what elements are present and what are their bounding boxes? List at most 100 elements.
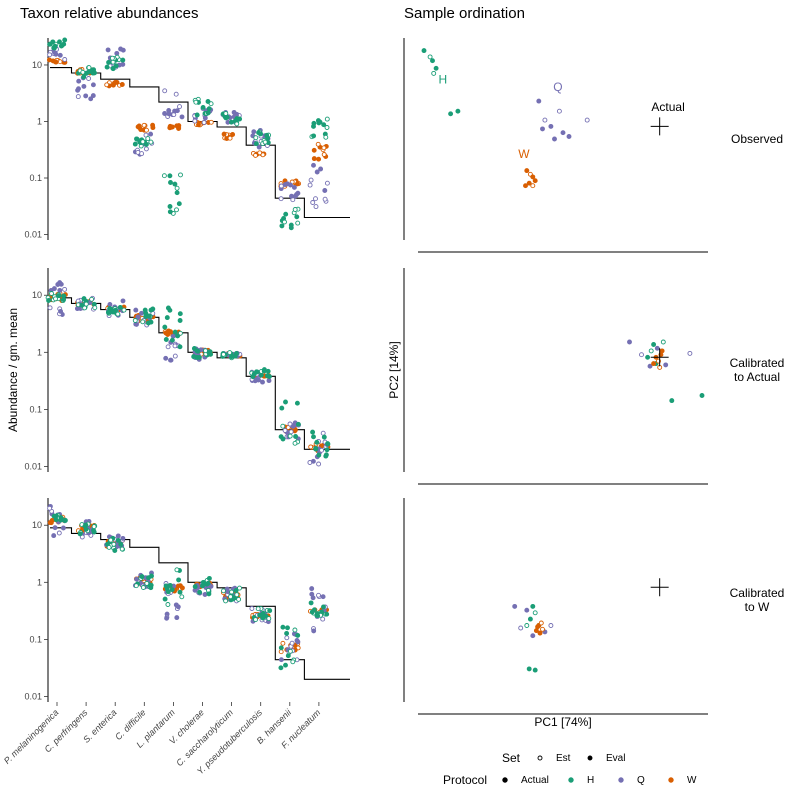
point-Q <box>316 461 322 467</box>
point-H <box>260 610 266 616</box>
point-H <box>323 134 329 140</box>
point-H <box>104 64 110 70</box>
point-W <box>321 145 327 151</box>
ordination-point-H <box>669 398 675 404</box>
point-Q <box>170 333 176 339</box>
point-H <box>321 434 327 440</box>
ordination-label-Actual: Actual <box>651 100 684 114</box>
point-H <box>107 306 113 311</box>
point-Q <box>47 305 53 311</box>
point-H <box>294 214 300 220</box>
y-tick-label: 0.01 <box>24 230 42 240</box>
point-Q <box>75 87 81 93</box>
point-H <box>174 190 180 196</box>
point-H <box>292 627 298 633</box>
point-H <box>177 318 183 323</box>
point-H <box>106 544 112 550</box>
ordination-label-Q: Q <box>553 80 562 94</box>
point-H <box>266 374 272 379</box>
point-H <box>234 121 240 127</box>
ordination-x-label: PC1 [74%] <box>534 715 591 729</box>
point-H <box>142 307 148 313</box>
point-H <box>278 665 284 671</box>
actual-step-line <box>50 297 350 450</box>
y-tick-label: 10 <box>32 290 42 300</box>
point-H <box>315 613 321 619</box>
point-Q <box>168 357 174 363</box>
point-W <box>221 131 227 137</box>
ordination-point-W <box>532 178 538 184</box>
point-Q <box>86 76 92 81</box>
point-Q <box>134 576 140 582</box>
point-H <box>206 591 212 597</box>
point-Q <box>256 144 262 150</box>
point-H <box>324 447 330 453</box>
point-W <box>278 649 284 655</box>
point-W <box>311 147 317 153</box>
point-H <box>313 446 319 452</box>
point-H <box>265 135 271 141</box>
point-Q <box>318 166 324 172</box>
ordination-point-H <box>532 610 538 616</box>
point-H <box>140 319 146 325</box>
ordination-point-H <box>433 65 439 71</box>
point-Q <box>202 115 208 121</box>
point-H <box>118 541 124 547</box>
point-H <box>106 59 112 65</box>
point-H <box>285 625 290 631</box>
ordination-point-H <box>526 666 532 672</box>
point-Q <box>74 306 80 312</box>
ordination-point-H <box>699 393 705 398</box>
point-H <box>205 580 211 586</box>
point-Q <box>251 129 257 135</box>
legend-protocol-title: Protocol <box>443 773 487 787</box>
y-tick-label: 0.1 <box>29 173 42 183</box>
point-H <box>133 583 139 589</box>
ordination-point-Q <box>566 134 572 139</box>
point-H <box>132 141 138 147</box>
point-H <box>149 573 154 579</box>
point-Q <box>173 91 179 97</box>
point-H <box>139 574 145 580</box>
point-H <box>113 63 119 69</box>
ordination-point-Q <box>627 339 632 345</box>
point-H <box>282 219 287 225</box>
point-H <box>237 116 243 122</box>
point-H <box>287 648 293 654</box>
point-W <box>179 585 185 591</box>
point-H <box>91 529 97 535</box>
legend-set-label: Eval <box>606 753 625 764</box>
point-H <box>194 348 200 354</box>
ordination-point-W <box>540 626 545 632</box>
point-H <box>81 74 87 80</box>
legend-protocol-key <box>668 777 674 783</box>
point-Q <box>291 184 297 190</box>
ordination-point-W <box>530 183 536 189</box>
point-H <box>52 45 57 51</box>
point-H <box>108 537 114 543</box>
point-H <box>174 567 180 573</box>
point-W <box>150 122 156 128</box>
ordination-point-Q <box>584 117 590 123</box>
ordination-point-Q <box>556 108 562 114</box>
point-H <box>177 589 183 595</box>
ordination-point-H <box>648 348 654 354</box>
point-H <box>148 582 154 588</box>
ordination-point-Q <box>663 362 669 368</box>
ordination-point-W <box>530 174 536 180</box>
point-H <box>262 139 268 145</box>
point-W <box>308 444 314 450</box>
ordination-point-H <box>532 667 538 673</box>
point-H <box>234 592 240 598</box>
point-Q <box>175 604 181 610</box>
point-H <box>228 594 233 600</box>
point-H <box>293 434 299 439</box>
point-H <box>145 136 151 142</box>
point-H <box>169 337 175 343</box>
point-Q <box>172 353 178 359</box>
point-Q <box>51 533 57 539</box>
point-W <box>166 328 172 334</box>
